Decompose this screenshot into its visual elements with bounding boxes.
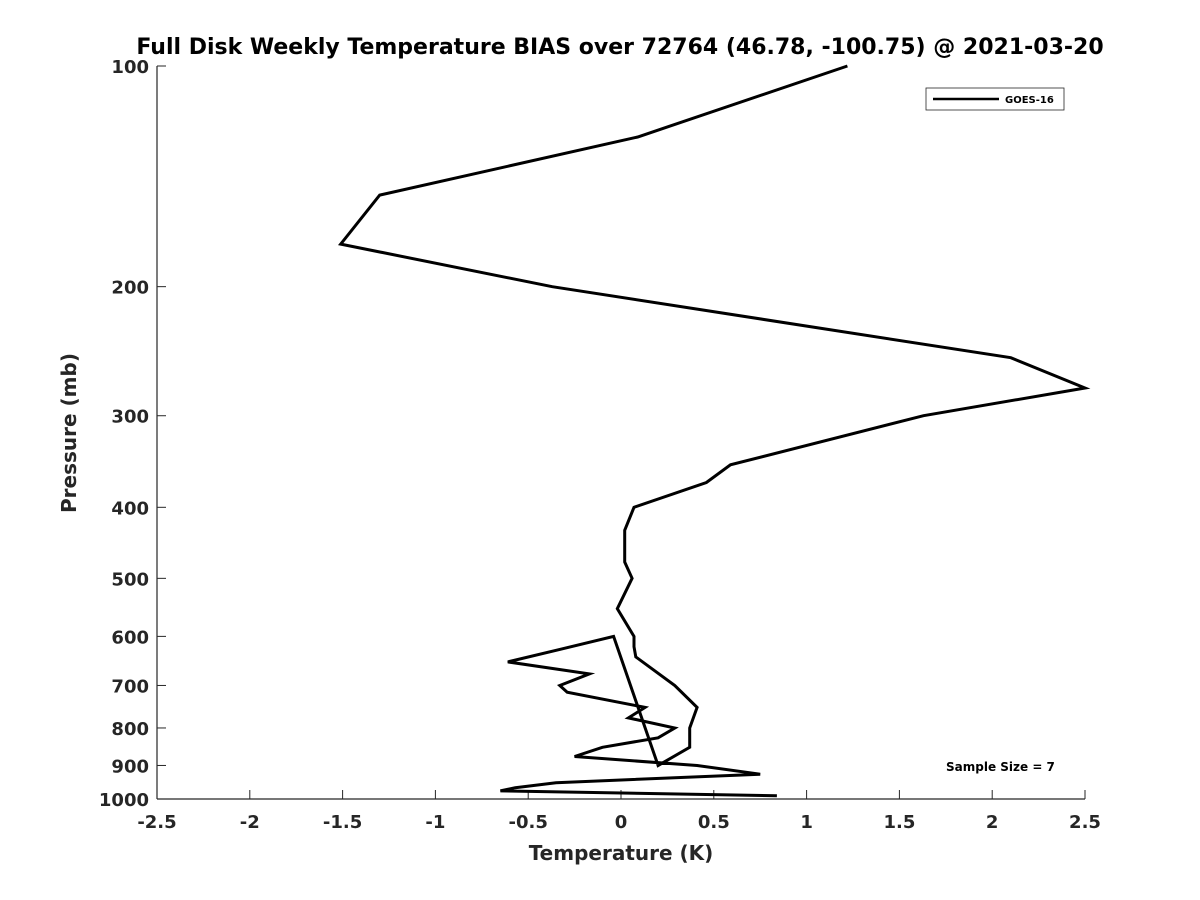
y-tick-label: 300 <box>111 407 149 428</box>
sample-size-annotation: Sample Size = 7 <box>946 760 1055 774</box>
x-tick-label: 0 <box>615 812 628 833</box>
y-axis-label: Pressure (mb) <box>57 353 81 513</box>
y-tick-label: 600 <box>111 627 149 648</box>
x-tick-label: 2.5 <box>1069 812 1101 833</box>
x-tick-label: 1.5 <box>883 812 915 833</box>
x-tick-label: 2 <box>986 812 999 833</box>
y-tick-label: 200 <box>111 278 149 299</box>
x-axis-ticks: -2.5 -2 -1.5 -1 -0.5 0 0.5 1 1.5 2 2.5 <box>137 790 1101 833</box>
y-tick-label: 400 <box>111 498 149 519</box>
y-tick-label: 700 <box>111 676 149 697</box>
x-tick-label: -0.5 <box>509 812 548 833</box>
plot-area: -2.5 -2 -1.5 -1 -0.5 0 0.5 1 1.5 2 2.5 100 200 300 40… <box>99 57 1101 833</box>
legend-label-goes-16: GOES-16 <box>1005 95 1054 106</box>
x-axis-label: Temperature (K) <box>529 841 714 865</box>
series-line-goes-16 <box>337 64 1091 798</box>
x-tick-label: 1 <box>800 812 813 833</box>
y-tick-label: 900 <box>111 756 149 777</box>
series-group <box>337 64 1091 798</box>
y-tick-label: 100 <box>111 57 149 78</box>
y-axis-ticks: 100 200 300 400 500 600 700 800 900 1000 <box>99 57 166 811</box>
x-tick-label: -1 <box>425 812 445 833</box>
x-tick-label: -2.5 <box>137 812 176 833</box>
y-tick-label: 500 <box>111 569 149 590</box>
y-tick-label: 800 <box>111 719 149 740</box>
x-tick-label: -2 <box>240 812 260 833</box>
x-tick-label: 0.5 <box>698 812 730 833</box>
chart-title: Full Disk Weekly Temperature BIAS over 7… <box>136 35 1103 60</box>
legend: GOES-16 <box>925 87 1065 111</box>
x-tick-label: -1.5 <box>323 812 362 833</box>
y-tick-label: 1000 <box>99 790 149 811</box>
